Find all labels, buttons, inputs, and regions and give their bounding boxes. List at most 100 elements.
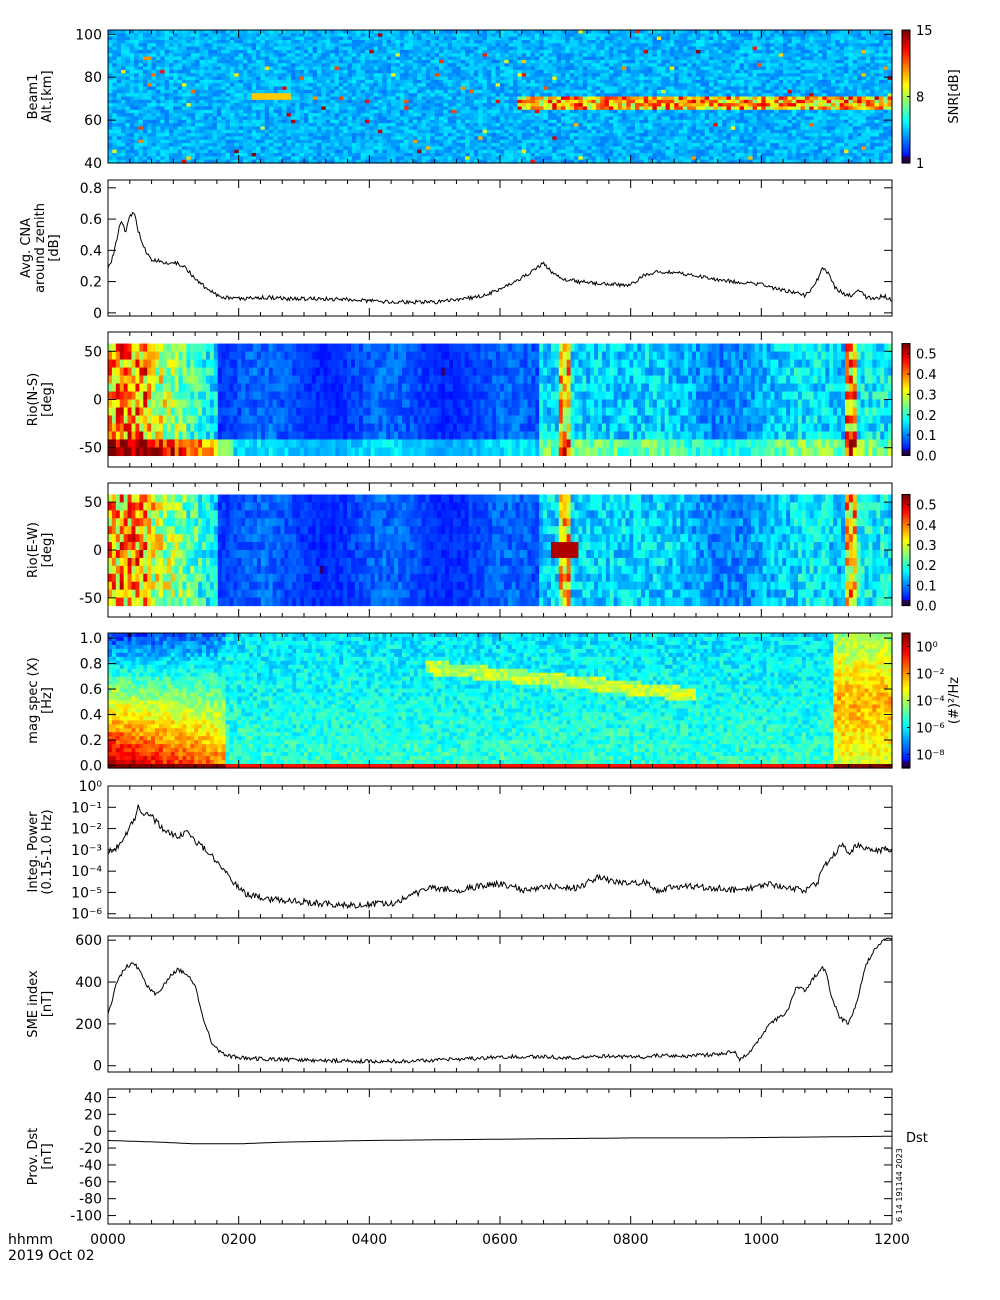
heatmap-cell (482, 36, 488, 41)
heatmap-cell (229, 49, 235, 54)
heatmap-cell (495, 53, 501, 58)
heatmap-cell (595, 129, 601, 134)
heatmap-cell (587, 153, 593, 157)
heatmap-cell (425, 59, 431, 64)
heatmap-cell (591, 129, 597, 134)
heatmap-cell (565, 103, 571, 108)
heatmap-cell (391, 103, 397, 108)
heatmap-cell (330, 113, 336, 118)
heatmap-cell (543, 66, 549, 71)
heatmap-cell (142, 143, 148, 147)
heatmap-cell (234, 66, 240, 71)
heatmap-cell (116, 126, 122, 131)
heatmap-cell (399, 123, 405, 128)
heatmap-cell (552, 143, 558, 147)
heatmap-cell (552, 123, 558, 128)
heatmap-cell (373, 36, 379, 41)
heatmap-cell (595, 36, 601, 41)
heatmap-cell (238, 46, 244, 51)
heatmap-cell (134, 46, 140, 51)
heatmap-cell (443, 89, 449, 94)
heatmap-cell (134, 76, 140, 81)
heatmap-cell (212, 59, 218, 64)
heatmap-cell (247, 129, 253, 134)
heatmap-cell (386, 93, 392, 98)
heatmap-cell (521, 146, 527, 151)
heatmap-cell (173, 39, 179, 44)
heatmap-cell (452, 99, 458, 104)
heatmap-cell (356, 66, 362, 71)
heatmap-cell (334, 113, 340, 118)
heatmap-cell (460, 93, 466, 98)
heatmap-cell (286, 79, 292, 84)
heatmap-cell (186, 96, 192, 101)
heatmap-cell (495, 49, 501, 54)
heatmap-cell (478, 116, 484, 121)
heatmap-cell (443, 30, 449, 34)
heatmap-cell (317, 129, 323, 134)
heatmap-cell (347, 109, 353, 114)
heatmap-cell (134, 113, 140, 118)
heatmap-cell (317, 99, 323, 104)
heatmap-cell (382, 86, 388, 91)
heatmap-cell (508, 86, 514, 91)
heatmap-cell (460, 30, 466, 34)
heatmap-cell (251, 109, 257, 114)
heatmap-cell (142, 149, 148, 154)
heatmap-cell (543, 156, 549, 161)
heatmap-cell (391, 136, 397, 141)
heatmap-cell (434, 73, 440, 78)
heatmap-cell (247, 53, 253, 58)
heatmap-cell (260, 156, 266, 161)
heatmap-cell (517, 146, 523, 151)
heatmap-cell (473, 129, 479, 134)
heatmap-cell (134, 59, 140, 64)
heatmap-cell (517, 103, 523, 108)
heatmap-cell (569, 66, 575, 71)
heatmap-cell (225, 43, 231, 48)
heatmap-cell (290, 76, 296, 81)
heatmap-cell (360, 146, 366, 151)
heatmap-cell (452, 129, 458, 134)
heatmap-cell (491, 86, 497, 91)
heatmap-cell (526, 149, 532, 154)
heatmap-cell (364, 153, 370, 157)
heatmap-cell (312, 153, 318, 157)
heatmap-cell (391, 129, 397, 134)
heatmap-cell (495, 109, 501, 114)
heatmap-cell (560, 76, 566, 81)
heatmap-cell (351, 36, 357, 41)
heatmap-cell (160, 66, 166, 71)
heatmap-cell (299, 39, 305, 44)
heatmap-cell (508, 153, 514, 157)
heatmap-cell (486, 79, 492, 84)
heatmap-cell (569, 89, 575, 94)
heatmap-cell (177, 143, 183, 147)
heatmap-cell (386, 36, 392, 41)
heatmap-cell (343, 46, 349, 51)
heatmap-cell (491, 129, 497, 134)
heatmap-cell (286, 109, 292, 114)
heatmap-cell (482, 116, 488, 121)
heatmap-cell (495, 136, 501, 141)
heatmap-cell (351, 146, 357, 151)
heatmap-cell (308, 106, 314, 111)
heatmap-cell (208, 30, 214, 34)
heatmap-cell (430, 146, 436, 151)
heatmap-cell (290, 143, 296, 147)
heatmap-cell (434, 149, 440, 154)
heatmap-cell (190, 99, 196, 104)
heatmap-cell (543, 43, 549, 48)
heatmap-cell (116, 30, 122, 34)
heatmap-cell (317, 156, 323, 161)
heatmap-cell (182, 143, 187, 147)
heatmap-cell (290, 93, 296, 98)
heatmap-cell (556, 113, 562, 118)
heatmap-cell (517, 30, 523, 34)
heatmap-cell (478, 136, 484, 141)
heatmap-cell (269, 113, 275, 118)
heatmap-cell (347, 89, 353, 94)
heatmap-cell (199, 36, 205, 41)
heatmap-cell (260, 133, 266, 137)
heatmap-cell (182, 103, 187, 108)
